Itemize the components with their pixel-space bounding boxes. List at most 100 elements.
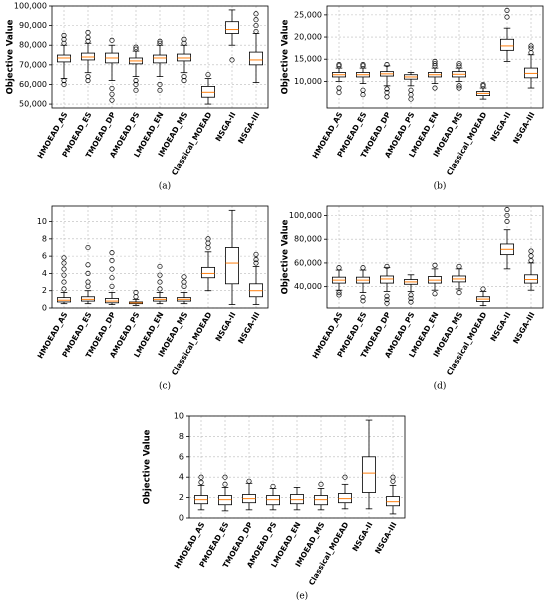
outlier bbox=[360, 298, 366, 304]
outlier bbox=[408, 87, 414, 93]
outlier bbox=[85, 279, 91, 285]
outlier bbox=[456, 83, 462, 89]
outlier bbox=[109, 97, 115, 103]
panel: 50,000 60,000 70,000 80,000 90,000 100,000 Obj… bbox=[6, 2, 269, 192]
x-tick-label: NSGA-II bbox=[350, 520, 374, 553]
y-tick-label: 25,000 bbox=[294, 10, 322, 19]
y-axis-label: Objective Value bbox=[281, 19, 291, 94]
outlier bbox=[61, 255, 67, 261]
y-tick-label: 6 bbox=[179, 452, 184, 461]
outlier bbox=[504, 14, 510, 20]
y-tick-label: 80,000 bbox=[19, 41, 47, 50]
outlier bbox=[432, 85, 438, 91]
x-tick-label: NSGA-III bbox=[511, 310, 536, 345]
outlier bbox=[456, 290, 462, 296]
outlier bbox=[61, 36, 67, 42]
y-tick-label: 0 bbox=[42, 304, 47, 313]
outlier bbox=[480, 81, 486, 88]
y-tick-label: 4 bbox=[179, 473, 184, 482]
outlier bbox=[246, 478, 252, 484]
outlier bbox=[360, 265, 366, 271]
outlier bbox=[61, 77, 67, 84]
outlier bbox=[384, 300, 390, 306]
outlier bbox=[229, 57, 235, 63]
plot-frame bbox=[326, 5, 544, 109]
box bbox=[385, 496, 400, 507]
outlier bbox=[85, 77, 91, 84]
y-tick-label: 6 bbox=[42, 252, 47, 261]
y-tick-label: 8 bbox=[42, 234, 47, 243]
y-tick-label: 80,000 bbox=[294, 235, 322, 244]
outlier bbox=[360, 61, 366, 68]
y-tick-label: 60,000 bbox=[294, 258, 322, 267]
outlier bbox=[198, 474, 204, 480]
x-tick-label: NSGA-III bbox=[511, 110, 536, 145]
y-tick-label: 60,000 bbox=[19, 80, 47, 89]
outlier bbox=[133, 44, 139, 50]
outlier bbox=[432, 291, 438, 297]
outlier bbox=[85, 74, 91, 80]
outlier bbox=[384, 61, 390, 68]
y-tick-label: 50,000 bbox=[19, 100, 47, 109]
outlier bbox=[336, 290, 342, 296]
outlier bbox=[85, 244, 91, 251]
box bbox=[523, 274, 538, 284]
box bbox=[499, 38, 514, 51]
outlier bbox=[408, 292, 414, 298]
x-tick-label: NSGA-II bbox=[488, 110, 512, 143]
outlier bbox=[109, 91, 115, 97]
outlier bbox=[61, 286, 67, 292]
outlier bbox=[109, 283, 115, 289]
outlier bbox=[432, 262, 438, 268]
outlier bbox=[456, 61, 462, 67]
outlier bbox=[360, 63, 366, 69]
y-tick-label: 10 bbox=[37, 217, 47, 226]
y-tick-label: 0 bbox=[179, 514, 184, 523]
outlier bbox=[480, 286, 486, 292]
box bbox=[337, 493, 352, 504]
outlier bbox=[253, 17, 259, 23]
outlier bbox=[384, 293, 390, 299]
outlier bbox=[157, 286, 163, 292]
box bbox=[361, 456, 376, 493]
y-tick-label: 90,000 bbox=[19, 21, 47, 30]
outlier bbox=[480, 83, 486, 89]
outlier bbox=[181, 274, 187, 280]
outlier bbox=[528, 45, 534, 51]
outlier bbox=[181, 279, 187, 285]
outlier bbox=[109, 275, 115, 281]
outlier bbox=[157, 87, 163, 93]
outlier bbox=[253, 260, 259, 266]
outlier bbox=[384, 89, 390, 96]
outlier bbox=[181, 77, 187, 84]
outlier bbox=[61, 81, 67, 88]
outlier bbox=[432, 61, 438, 67]
outlier bbox=[85, 38, 91, 44]
outlier bbox=[109, 85, 115, 91]
outlier bbox=[61, 266, 67, 272]
caption: (b) bbox=[434, 181, 447, 192]
x-tick-label: NSGA-II bbox=[213, 310, 237, 343]
box bbox=[380, 275, 395, 284]
outlier bbox=[85, 29, 91, 36]
outlier bbox=[504, 218, 510, 224]
outlier bbox=[253, 11, 259, 17]
outlier bbox=[336, 61, 342, 68]
outlier bbox=[318, 481, 324, 487]
outlier bbox=[504, 207, 510, 213]
outlier bbox=[109, 250, 115, 256]
outlier bbox=[253, 257, 259, 263]
box bbox=[152, 54, 167, 64]
outlier bbox=[253, 23, 259, 29]
outlier bbox=[342, 474, 348, 480]
plot-frame bbox=[188, 415, 406, 519]
outlier bbox=[133, 81, 139, 88]
outlier bbox=[181, 36, 187, 42]
outlier bbox=[61, 260, 67, 266]
caption: (c) bbox=[159, 381, 171, 392]
outlier bbox=[157, 279, 163, 285]
caption: (e) bbox=[296, 591, 308, 602]
outlier bbox=[360, 294, 366, 300]
